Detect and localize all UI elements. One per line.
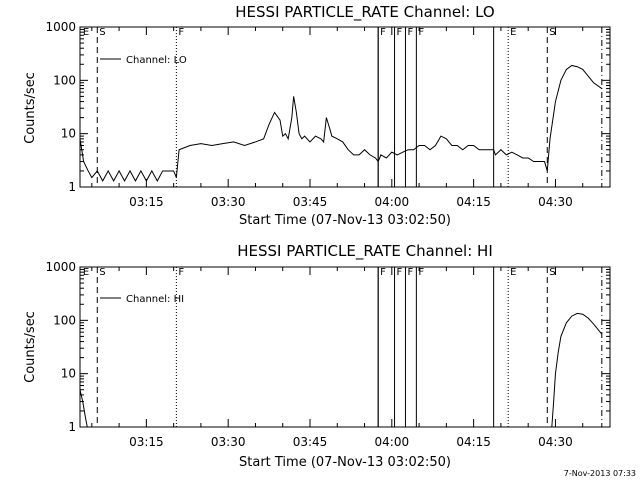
panel-hi: HESSI PARTICLE_RATE Channel: HI Counts/s…	[23, 242, 611, 470]
chart-title-hi: HESSI PARTICLE_RATE Channel: HI	[237, 242, 493, 261]
flag-label: S	[549, 267, 555, 278]
panel-lo: HESSI PARTICLE_RATE Channel: LO Counts/s…	[23, 3, 611, 228]
plot-frame	[79, 26, 611, 188]
flag-label: F	[407, 27, 413, 38]
legend-hi: Channel: HI	[126, 294, 184, 305]
x-tick-label: 03:15	[129, 195, 164, 209]
x-tick-label: 03:45	[293, 435, 328, 449]
x-tick-label: 03:45	[293, 195, 328, 209]
flag-label: E	[83, 27, 89, 38]
y-tick-label: 100	[53, 313, 76, 327]
x-tick-label: 03:30	[211, 435, 246, 449]
y-tick-label: 1	[68, 420, 76, 434]
flag-label: F	[397, 27, 403, 38]
flag-label: F	[178, 27, 184, 38]
x-axis-label-lo: Start Time (07-Nov-13 03:02:50)	[239, 213, 451, 228]
plot-area-hi: 1 10 100 1000 03:15 03:30 03:45 04:00 04:15 04:30…	[45, 260, 611, 449]
y-axis-label-hi: Counts/sec	[23, 311, 38, 383]
flag-label: F	[397, 267, 403, 278]
x-tick-label: 04:00	[375, 435, 410, 449]
chart-title-lo: HESSI PARTICLE_RATE Channel: LO	[235, 3, 494, 22]
flag-label: E	[510, 267, 516, 278]
y-axis-label-lo: Counts/sec	[23, 72, 38, 144]
flag-label: F	[380, 27, 386, 38]
x-axis-label-hi: Start Time (07-Nov-13 03:02:50)	[239, 455, 451, 470]
x-tick-label: 03:30	[211, 195, 246, 209]
plot-area-lo: 1 10 100 1000 03:15 03:30 03:45 04:00 04:15 04:30…	[45, 20, 611, 209]
y-tick-label: 10	[61, 127, 76, 141]
flag-label: E	[510, 27, 516, 38]
y-tick-label: 1000	[45, 260, 76, 274]
series-line	[79, 64, 603, 182]
flag-label: F	[380, 267, 386, 278]
x-tick-label: 04:30	[538, 195, 573, 209]
x-tick-label: 04:00	[375, 195, 410, 209]
flag-label: F	[407, 267, 413, 278]
timestamp: 7-Nov-2013 07:33	[564, 469, 636, 478]
y-tick-label: 100	[53, 73, 76, 87]
series-line	[79, 312, 603, 428]
legend-lo: Channel: LO	[126, 55, 187, 66]
y-tick-label: 1	[68, 180, 76, 194]
x-tick-label: 03:15	[129, 435, 164, 449]
flag-label: S	[549, 27, 555, 38]
x-tick-label: 04:30	[538, 435, 573, 449]
y-tick-label: 1000	[45, 20, 76, 34]
flag-label: F	[418, 267, 424, 278]
flag-label: S	[99, 267, 105, 278]
plot-frame	[79, 266, 611, 428]
x-tick-label: 04:15	[456, 195, 491, 209]
flag-label: S	[99, 27, 105, 38]
flag-label: F	[178, 267, 184, 278]
flag-label: E	[83, 267, 89, 278]
x-tick-label: 04:15	[456, 435, 491, 449]
y-tick-label: 10	[61, 367, 76, 381]
flag-label: F	[418, 27, 424, 38]
